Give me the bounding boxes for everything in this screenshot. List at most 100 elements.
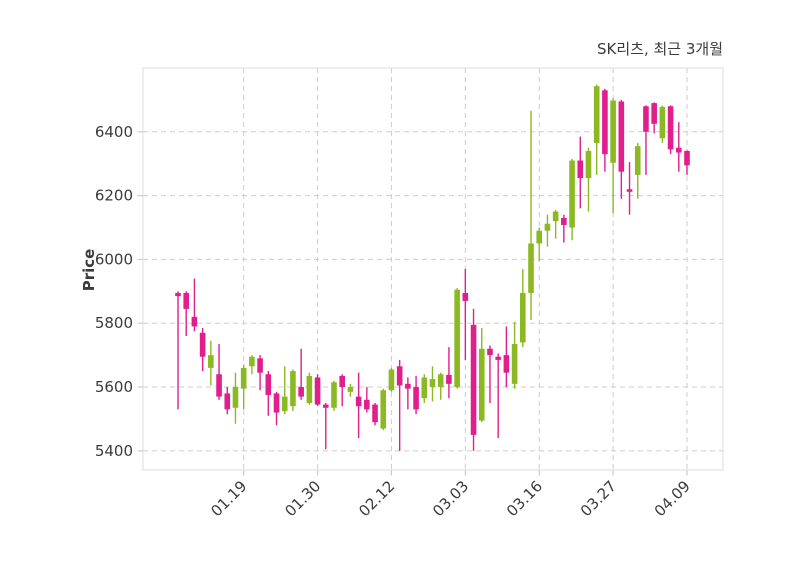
candle-wick [341,374,343,407]
candle-body [339,375,345,388]
candle-body [462,292,469,301]
candle-body [224,393,231,410]
candle-wick [628,162,631,215]
x-tick-label: 03.16 [503,477,546,520]
candle-body [610,100,616,163]
grid-lines [143,68,723,470]
candle-wick [645,105,647,175]
candle-body [552,211,559,222]
candle-wick [407,377,409,410]
candle-body [364,399,370,410]
y-tick-label: 6200 [95,187,133,205]
y-tick-label: 5400 [95,442,133,460]
candle-wick [497,353,499,439]
candle-body [331,382,337,408]
candle-body [593,86,600,143]
candle-wick [530,110,532,321]
candle-body [478,348,485,421]
candle-body [380,390,387,429]
candle-body [618,101,625,172]
candle-wick [554,209,557,239]
candle-body [265,374,272,396]
y-tick-label: 6000 [95,250,133,268]
candle-body [306,375,313,403]
x-tick-label: 03.03 [429,477,472,520]
candle-body [429,379,436,388]
candle-body [249,356,255,367]
candle-body [528,243,534,293]
candle-body [675,147,682,153]
x-tick-label: 02.12 [355,477,398,520]
candle-wick [448,347,450,399]
y-tick-label: 5800 [95,314,133,332]
candle-body [446,374,452,384]
y-tick-label: 5600 [95,378,133,396]
candle-body [651,103,657,124]
candle-body [372,404,378,423]
candle-wick [284,366,286,415]
candle-body [290,371,296,407]
candle-body [413,387,419,410]
candle-body [659,106,666,139]
candle-body [602,90,608,155]
candle-body [585,150,592,179]
candle-wick [538,227,540,262]
candle-body [520,292,526,343]
candle-body [577,160,584,179]
candle-body [355,396,362,407]
candle-body [454,289,460,388]
candle-body [388,369,395,391]
candle-body [191,316,198,327]
candle-body [634,146,641,175]
candle-body [470,324,477,435]
candle-body [281,396,288,411]
candle-wick [489,345,491,403]
candle-body [684,150,690,166]
candle-body [667,106,674,150]
x-tick-label: 04.09 [651,477,694,520]
candle-body [314,377,321,405]
y-axis-label: Price [80,249,98,292]
candle-body [257,358,263,373]
candle-body [569,160,575,228]
candle-body [396,366,403,386]
candle-wick [563,214,565,243]
x-tick-label: 01.19 [207,477,250,520]
candle-body [536,230,543,244]
candle-wick [185,291,187,336]
candle-body [437,374,444,388]
candle-wick [218,343,220,400]
chart-title: SK리츠, 최근 3개월 [597,40,723,58]
candle-body [347,387,354,392]
candle-wick [587,147,590,212]
candle-wick [300,348,302,400]
candle-wick [193,278,196,332]
candle-wick [398,359,401,451]
candle-wick [678,122,680,172]
candle-wick [177,291,179,410]
candle-body [511,343,518,384]
candle-wick [325,403,327,450]
candle-body [561,217,567,225]
y-tick-label: 6400 [95,123,133,141]
x-tick-label: 01.30 [281,477,324,520]
candle-body [208,355,214,368]
candle-body [421,377,428,399]
candle-body [322,404,329,408]
candle-body [240,367,247,389]
candle-body [495,356,501,360]
candle-body [183,292,190,309]
candle-body [216,374,222,397]
candle-body [503,355,510,373]
candle-body [298,387,304,397]
candle-body [487,348,493,356]
candle-body [626,189,633,192]
candle-wick [464,269,467,360]
x-tick-label: 03.27 [577,477,620,520]
candle-body [405,383,411,389]
plot-border [142,67,724,471]
candle-body [199,332,206,357]
candles [175,84,690,451]
